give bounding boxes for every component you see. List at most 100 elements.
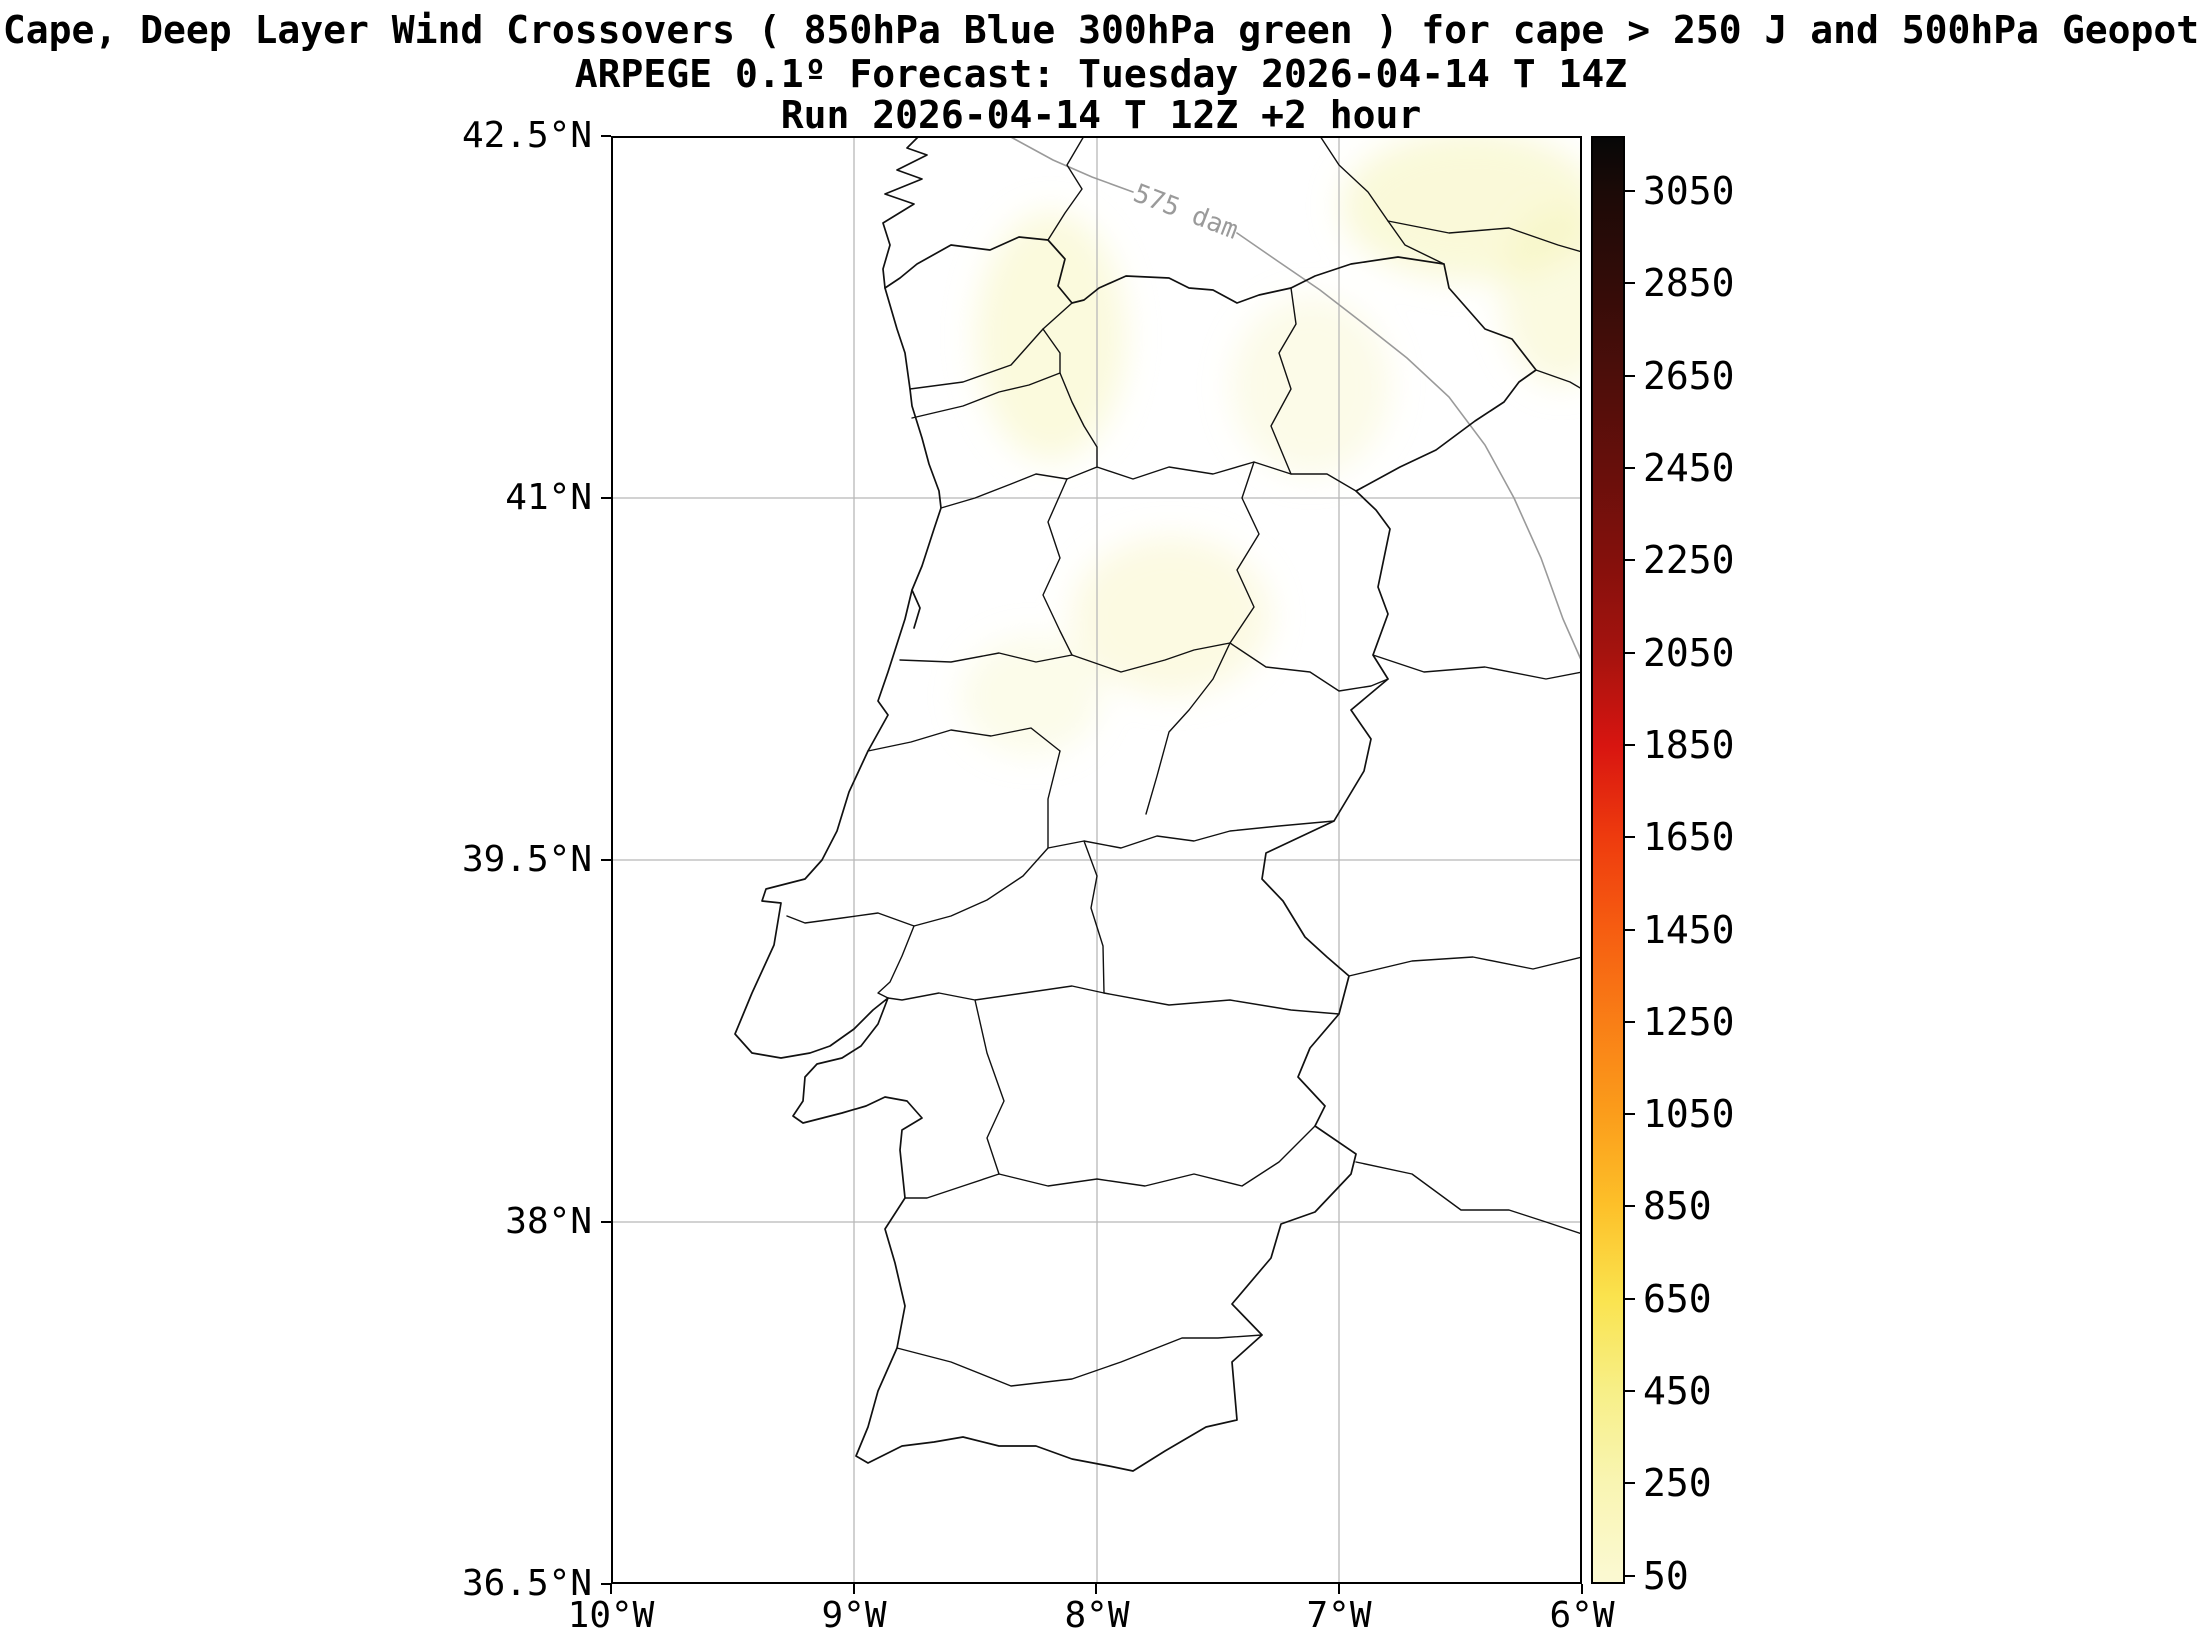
lon-tick-label: 8°W bbox=[1064, 1595, 1130, 1636]
lat-tick-label: 41°N bbox=[505, 477, 592, 518]
colorbar-tick bbox=[1625, 1021, 1635, 1023]
district-border bbox=[904, 1173, 1000, 1199]
colorbar-tick bbox=[1625, 744, 1635, 746]
colorbar-tick bbox=[1625, 190, 1635, 192]
colorbar-tick bbox=[1625, 1205, 1635, 1207]
axis-tick bbox=[1338, 1584, 1340, 1594]
plot-border bbox=[611, 136, 1582, 1584]
district-border bbox=[867, 727, 1061, 752]
lat-tick-label: 42.5°N bbox=[461, 115, 592, 156]
axis-tick bbox=[610, 1584, 612, 1594]
axis-tick bbox=[853, 1584, 855, 1594]
colorbar-tick bbox=[1625, 929, 1635, 931]
colorbar-tick-label: 1850 bbox=[1643, 723, 1735, 767]
district-border bbox=[1083, 840, 1105, 994]
district-border bbox=[913, 750, 1061, 927]
district-border bbox=[1047, 820, 1335, 849]
cape-fill-patch bbox=[1231, 296, 1391, 476]
lon-tick-label: 9°W bbox=[821, 1595, 887, 1636]
spain-province-border bbox=[1372, 654, 1582, 680]
axis-tick bbox=[1095, 1584, 1097, 1594]
axis-tick bbox=[1581, 1584, 1583, 1594]
colorbar-tick-label: 1450 bbox=[1643, 908, 1735, 952]
district-border bbox=[1042, 328, 1098, 468]
district-border bbox=[911, 372, 1061, 419]
cape-fill-patch bbox=[1071, 536, 1271, 696]
geopotential-contour bbox=[1008, 136, 1134, 193]
axis-tick bbox=[601, 859, 611, 861]
cape-fill-patch bbox=[1501, 206, 1582, 386]
district-border bbox=[998, 1125, 1316, 1187]
district-border bbox=[877, 925, 915, 999]
colorbar-tick-label: 250 bbox=[1643, 1461, 1712, 1505]
colorbar-tick bbox=[1625, 559, 1635, 561]
district-borders bbox=[786, 287, 1389, 1387]
contour-label: 575 dam bbox=[1129, 178, 1242, 245]
portugal-map: 575 dam bbox=[611, 136, 1582, 1584]
figure-title: Cape, Deep Layer Wind Crossovers ( 850hP… bbox=[2, 8, 2200, 52]
district-border bbox=[1066, 461, 1357, 492]
district-border bbox=[1229, 642, 1389, 692]
colorbar-tick bbox=[1625, 1298, 1635, 1300]
colorbar-tick bbox=[1625, 1113, 1635, 1115]
axis-tick bbox=[601, 1221, 611, 1223]
district-border bbox=[1071, 642, 1231, 673]
lat-tick-label: 39.5°N bbox=[461, 839, 592, 880]
spain-province-border bbox=[1387, 220, 1582, 253]
colorbar-tick bbox=[1625, 467, 1635, 469]
lon-tick-label: 10°W bbox=[567, 1595, 655, 1636]
colorbar-tick-label: 2450 bbox=[1643, 446, 1735, 490]
colorbar-tick-label: 3050 bbox=[1643, 169, 1735, 213]
colorbar-tick-label: 650 bbox=[1643, 1277, 1712, 1321]
colorbar bbox=[1591, 136, 1625, 1584]
colorbar-tick-label: 450 bbox=[1643, 1369, 1712, 1413]
colorbar-tick-label: 2250 bbox=[1643, 538, 1735, 582]
colorbar-tick bbox=[1625, 1390, 1635, 1392]
district-border bbox=[786, 912, 915, 927]
colorbar-tick-label: 850 bbox=[1643, 1184, 1712, 1228]
colorbar-tick-label: 1650 bbox=[1643, 815, 1735, 859]
coastlines-and-borders bbox=[734, 136, 1582, 1472]
figure-subtitle-forecast: ARPEGE 0.1º Forecast: Tuesday 2026-04-14… bbox=[574, 52, 1628, 96]
cape-fill-patch bbox=[976, 211, 1126, 461]
axis-tick bbox=[601, 497, 611, 499]
axis-tick bbox=[601, 1583, 611, 1585]
district-border bbox=[899, 652, 1073, 663]
spain-province-border bbox=[1348, 956, 1582, 977]
cape-fill-patches bbox=[961, 136, 1582, 756]
lat-tick-label: 38°N bbox=[505, 1201, 592, 1242]
grid-lines bbox=[611, 136, 1582, 1584]
district-border bbox=[887, 985, 1105, 1001]
colorbar-tick-label: 1250 bbox=[1643, 1000, 1735, 1044]
district-border bbox=[1103, 992, 1340, 1015]
colorbar-tick bbox=[1625, 836, 1635, 838]
spain-province-border bbox=[1047, 136, 1085, 241]
district-border bbox=[1145, 642, 1231, 815]
colorbar-tick bbox=[1625, 375, 1635, 377]
district-border bbox=[896, 1334, 1263, 1387]
colorbar-tick-label: 50 bbox=[1643, 1554, 1689, 1598]
spain-province-border bbox=[1355, 1161, 1582, 1235]
district-border bbox=[974, 999, 1005, 1175]
colorbar-tick-label: 2050 bbox=[1643, 631, 1735, 675]
axis-tick bbox=[601, 135, 611, 137]
colorbar-tick bbox=[1625, 282, 1635, 284]
spain-province-border bbox=[1319, 136, 1445, 265]
lon-tick-label: 7°W bbox=[1306, 1595, 1372, 1636]
lat-tick-label: 36.5°N bbox=[461, 1563, 592, 1604]
galicia-coastline bbox=[882, 136, 928, 289]
district-border bbox=[1042, 478, 1073, 656]
colorbar-tick-label: 2850 bbox=[1643, 261, 1735, 305]
cape-fill-patch bbox=[961, 636, 1101, 756]
colorbar-tick bbox=[1625, 1575, 1635, 1577]
district-border bbox=[940, 473, 1068, 509]
map-plot-area: 575 dam bbox=[611, 136, 1582, 1584]
spain-province-border bbox=[1535, 369, 1582, 390]
district-border bbox=[1229, 461, 1260, 644]
colorbar-tick bbox=[1625, 1482, 1635, 1484]
figure-subtitle-run: Run 2026-04-14 T 12Z +2 hour bbox=[780, 93, 1422, 137]
district-border bbox=[1270, 287, 1297, 475]
colorbar-tick-label: 2650 bbox=[1643, 354, 1735, 398]
portugal-outline bbox=[734, 236, 1537, 1472]
